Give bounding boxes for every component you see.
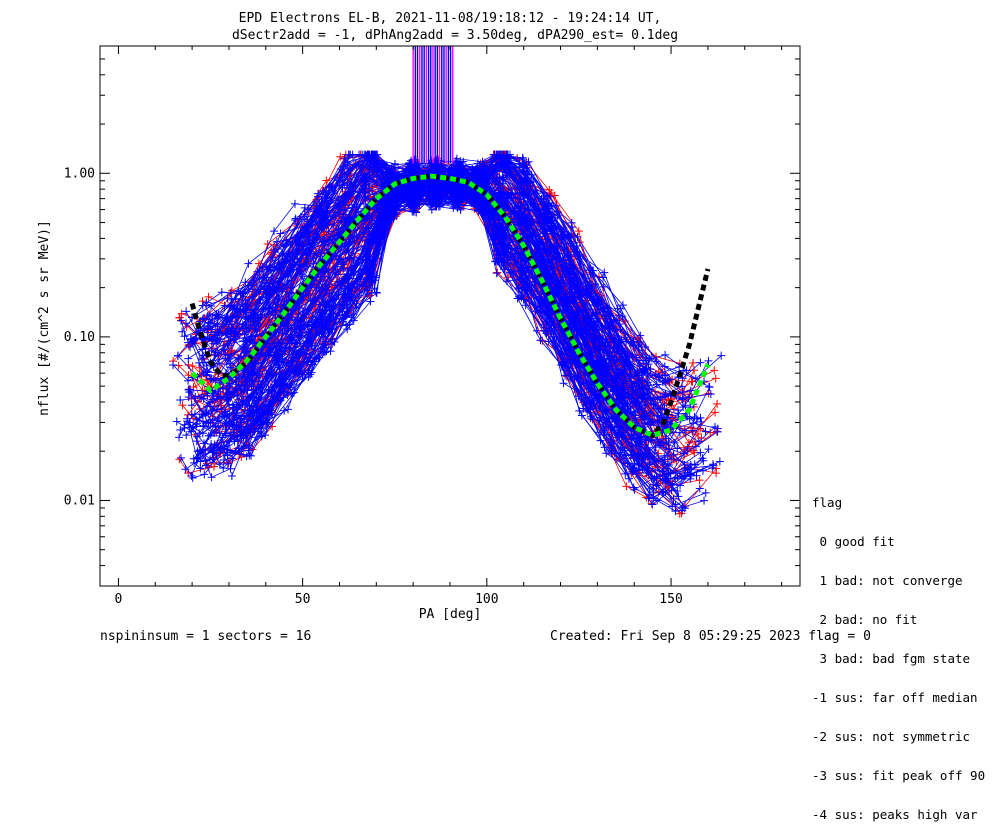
blue-spectrum-point xyxy=(188,473,197,482)
blue-spectrum-point xyxy=(184,385,193,394)
red-spectrum-point xyxy=(210,462,219,471)
blue-spectrum-point xyxy=(244,259,253,268)
blue-spectrum-point xyxy=(195,429,204,438)
blue-spectrum-point xyxy=(661,350,670,359)
blue-spectrum-point xyxy=(696,413,705,422)
blue-spectrum-point xyxy=(187,401,196,410)
blue-spectrum-point xyxy=(662,440,671,449)
red-spectrum-point xyxy=(336,152,345,161)
red-spectrum-point xyxy=(254,259,263,268)
red-spectrum-point xyxy=(322,176,331,185)
red-spectrum-point xyxy=(685,390,694,399)
blue-spectrum-point xyxy=(284,405,293,414)
blue-spectrum-point xyxy=(704,445,713,454)
blue-spectrum-point xyxy=(600,268,609,277)
blue-spectrum-point xyxy=(169,360,178,369)
blue-spectrum-point xyxy=(186,343,195,352)
spectra-lines xyxy=(169,46,726,518)
blue-spectrum-point xyxy=(701,488,710,497)
red-spectrum-point xyxy=(669,404,678,413)
red-spectrum-point xyxy=(504,273,513,282)
red-spectrum-point xyxy=(706,428,715,437)
red-spectrum-point xyxy=(688,358,697,367)
blue-spectrum-point xyxy=(715,457,724,466)
red-spectrum-point xyxy=(177,309,186,318)
red-spectrum-point xyxy=(195,363,204,372)
red-spectrum-point xyxy=(711,408,720,417)
red-spectrum-point xyxy=(550,191,559,200)
blue-spectrum-point xyxy=(717,351,726,360)
red-spectrum-point xyxy=(493,268,502,277)
red-spectrum-point xyxy=(694,429,703,438)
blue-spectrum-point xyxy=(207,473,216,482)
blue-spectrum-point xyxy=(706,390,715,399)
blue-spectrum-point xyxy=(227,471,236,480)
blue-spectrum-point xyxy=(290,199,299,208)
blue-spectrum-point xyxy=(205,310,214,319)
blue-spectrum-point xyxy=(700,496,709,505)
blue-spectrum-point xyxy=(567,223,576,232)
blue-spectrum-point xyxy=(678,374,687,383)
blue-spectrum-point xyxy=(696,358,705,367)
blue-spectrum-point xyxy=(176,453,185,462)
pitch-angle-distribution-plot: EPD Electrons EL-B, 2021-11-08/19:18:12 … xyxy=(37,11,871,644)
red-spectrum-point xyxy=(695,476,704,485)
red-spectrum-point xyxy=(713,399,722,408)
red-spectrum-point xyxy=(574,227,583,236)
red-spectrum-point xyxy=(710,366,719,375)
red-spectrum-point xyxy=(712,469,721,478)
blue-spectrum-point xyxy=(172,417,181,426)
plot-title-line2: dSectr2add = -1, dPhAng2add = 3.50deg, d… xyxy=(232,28,678,43)
red-spectrum-point xyxy=(204,292,213,301)
red-spectrum-point xyxy=(687,377,696,386)
blue-spectrum-point xyxy=(648,500,657,509)
red-spectrum-point xyxy=(174,361,183,370)
blue-spectrum-point xyxy=(660,362,669,371)
blue-spectrum-point xyxy=(219,456,228,465)
blue-spectrum-point xyxy=(184,354,193,363)
blue-spectrum-point xyxy=(200,470,209,479)
red-spectrum-point xyxy=(198,386,207,395)
plot-title-line1: EPD Electrons EL-B, 2021-11-08/19:18:12 … xyxy=(239,11,662,26)
blue-spectrum-point xyxy=(176,396,185,405)
blue-spectrum-point xyxy=(704,382,713,391)
blue-spectrum-point xyxy=(704,356,713,365)
red-spectrum-point xyxy=(188,362,197,371)
blue-spectrum-point xyxy=(175,433,184,442)
red-spectrum-point xyxy=(711,374,720,383)
blue-spectrum-point xyxy=(687,470,696,479)
blue-spectrum-point xyxy=(596,436,605,445)
blue-spectrum-point xyxy=(372,288,381,297)
red-spectrum-point xyxy=(622,482,631,491)
red-spectrum-point xyxy=(178,401,187,410)
blue-spectrum-point xyxy=(184,376,193,385)
